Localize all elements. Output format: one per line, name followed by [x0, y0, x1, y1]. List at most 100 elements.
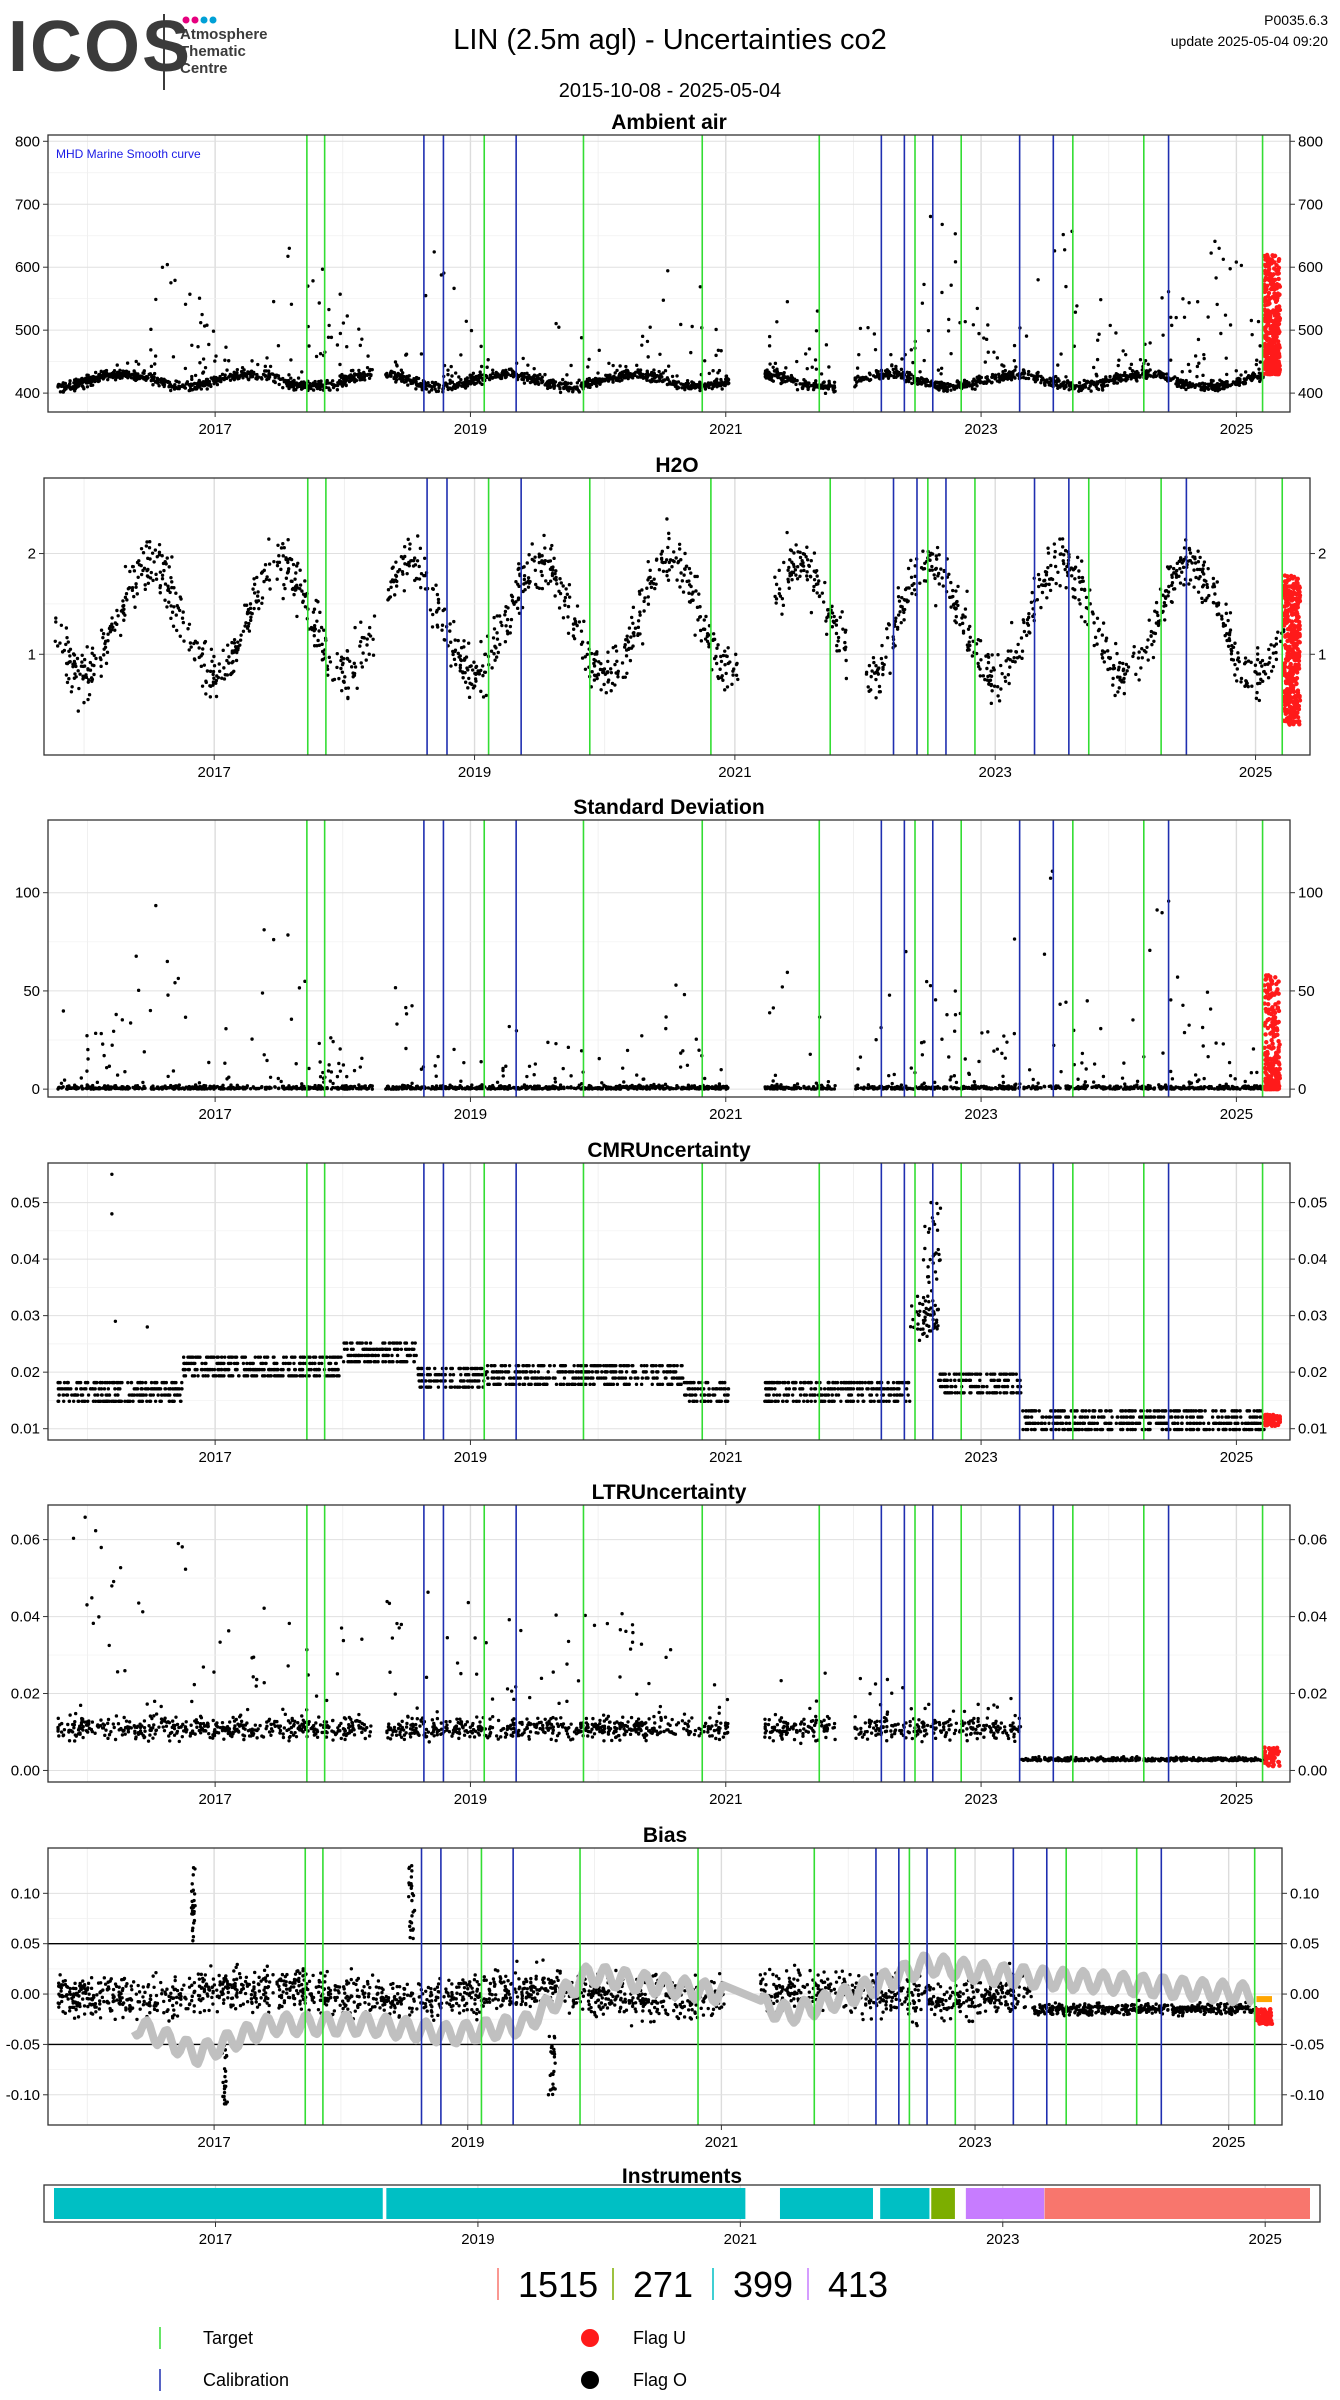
flag-o-points — [56, 1515, 1266, 1763]
y-tick-label: 0.00 — [11, 1986, 40, 2003]
y-tick-label: 800 — [15, 133, 40, 150]
y-tick-label: 0.05 — [11, 1195, 40, 1212]
y-tick-label: -0.05 — [6, 2036, 40, 2053]
data-points — [53, 517, 1303, 727]
y-tick-label-right: 2 — [1318, 546, 1326, 563]
y-tick-label-right: -0.10 — [1290, 2087, 1324, 2104]
panel-border — [47, 819, 1291, 1098]
panel-title: Bias — [643, 1824, 687, 1847]
y-tick-label-right: 0.00 — [1290, 1986, 1319, 2003]
y-tick-label-right: 0 — [1298, 1081, 1306, 1098]
instrument-legend-label: 271 — [633, 2264, 693, 2305]
data-points — [56, 1172, 1283, 1432]
x-tick-label: 2021 — [705, 2134, 738, 2151]
x-tick-label: 2017 — [198, 1449, 231, 1466]
y-tick-label-right: 0.01 — [1298, 1421, 1327, 1438]
flag-o-points — [56, 214, 1266, 396]
x-tick-label: 2019 — [454, 1449, 487, 1466]
y-tick-label: -0.10 — [6, 2087, 40, 2104]
panel-border — [47, 1162, 1291, 1441]
y-tick-label: 50 — [23, 983, 40, 1000]
flag-u-points — [1262, 1412, 1283, 1428]
flag-u-points — [1262, 973, 1283, 1092]
instrument-segment — [965, 2188, 1045, 2219]
y-tick-label: 0.10 — [11, 1885, 40, 1902]
logo-sub-line: Atmosphere — [180, 26, 268, 43]
y-tick-label: 100 — [15, 885, 40, 902]
panel-cmruncertainty: CMRUncertainty 0.01 0.01 0.02 0.02 0.03 0.03 0.… — [11, 1139, 1327, 1466]
instrument-segment — [931, 2188, 955, 2219]
y-tick-label-right: 0.04 — [1298, 1251, 1327, 1268]
legend-flag-u-label: Flag U — [633, 2328, 686, 2348]
x-tick-label: 2025 — [1212, 2134, 1245, 2151]
x-tick-label: 2019 — [458, 764, 491, 781]
flag-u-points — [1281, 573, 1303, 727]
logo-sub-line: Centre — [180, 60, 228, 77]
instrument-segment — [1044, 2188, 1310, 2219]
x-tick-label: 2025 — [1220, 421, 1253, 438]
legend-flag-o-key — [581, 2371, 599, 2389]
page-title: LIN (2.5m agl) - Uncertainties co2 — [453, 24, 887, 56]
y-tick-label: 0.03 — [11, 1308, 40, 1325]
x-tick-label: 2025 — [1220, 1791, 1253, 1808]
x-tick-label: 2017 — [199, 2231, 232, 2248]
y-tick-label: 0.02 — [11, 1686, 40, 1703]
legend-flag-o-label: Flag O — [633, 2370, 687, 2390]
x-tick-label: 2023 — [964, 1791, 997, 1808]
instrument-segment — [779, 2188, 873, 2219]
y-tick-label-right: 0.02 — [1298, 1364, 1327, 1381]
update-timestamp: update 2025-05-04 09:20 — [1170, 33, 1328, 49]
y-tick-label-right: -0.05 — [1290, 2036, 1324, 2053]
panel-border — [47, 1504, 1291, 1783]
legend-target-label: Target — [203, 2328, 253, 2348]
y-tick-label-right: 0.02 — [1298, 1686, 1327, 1703]
data-points — [56, 214, 1283, 396]
logo-dots-icon — [182, 16, 217, 24]
x-tick-label: 2019 — [454, 1106, 487, 1123]
data-points — [56, 1515, 1282, 1769]
instrument-legend-label: 1515 — [518, 2264, 598, 2305]
x-tick-label: 2025 — [1220, 1106, 1253, 1123]
x-tick-label: 2017 — [198, 1106, 231, 1123]
x-tick-label: 2023 — [986, 2231, 1019, 2248]
x-tick-label: 2019 — [461, 2231, 494, 2248]
legend-calibration-label: Calibration — [203, 2370, 289, 2390]
flag-u-points — [1262, 1745, 1282, 1769]
y-tick-label-right: 500 — [1298, 322, 1323, 339]
x-tick-label: 2025 — [1220, 1449, 1253, 1466]
x-tick-label: 2017 — [198, 1791, 231, 1808]
panel-bias: Bias -0.10 -0.10 -0.05 -0.05 0.00 0.00 0.05 0.05… — [6, 1824, 1324, 2151]
smooth-curve — [130, 1951, 1256, 2068]
x-tick-label: 2023 — [964, 1106, 997, 1123]
panel-border — [43, 477, 1311, 756]
flag-o-points — [56, 1172, 1266, 1432]
panel-title: Instruments — [622, 2165, 742, 2188]
logo-subtitle: Atmosphere Thematic Centre — [180, 26, 268, 77]
y-tick-label: 400 — [15, 385, 40, 402]
logo-divider — [163, 14, 165, 90]
y-tick-label: 0.04 — [11, 1251, 40, 1268]
x-tick-label: 2023 — [958, 2134, 991, 2151]
y-tick-label-right: 700 — [1298, 196, 1323, 213]
x-tick-label: 2019 — [454, 1791, 487, 1808]
y-tick-label: 0.05 — [11, 1936, 40, 1953]
y-tick-label-right: 0.10 — [1290, 1885, 1319, 1902]
panel-border — [47, 1847, 1283, 2126]
chart-annotation: MHD Marine Smooth curve — [56, 147, 201, 161]
x-tick-label: 2023 — [979, 764, 1012, 781]
instrument-legend-label: 413 — [828, 2264, 888, 2305]
x-tick-label: 2025 — [1239, 764, 1272, 781]
flag-o-points — [56, 869, 1266, 1091]
y-tick-label-right: 100 — [1298, 885, 1323, 902]
y-tick-label-right: 600 — [1298, 259, 1323, 276]
x-tick-label: 2021 — [709, 1791, 742, 1808]
x-tick-label: 2019 — [451, 2134, 484, 2151]
y-tick-label: 600 — [15, 259, 40, 276]
y-tick-label-right: 800 — [1298, 133, 1323, 150]
x-tick-label: 2017 — [197, 2134, 230, 2151]
flag-u-points — [1262, 252, 1283, 377]
y-tick-label: 700 — [15, 196, 40, 213]
y-tick-label: 0.06 — [11, 1532, 40, 1549]
x-tick-label: 2023 — [964, 421, 997, 438]
